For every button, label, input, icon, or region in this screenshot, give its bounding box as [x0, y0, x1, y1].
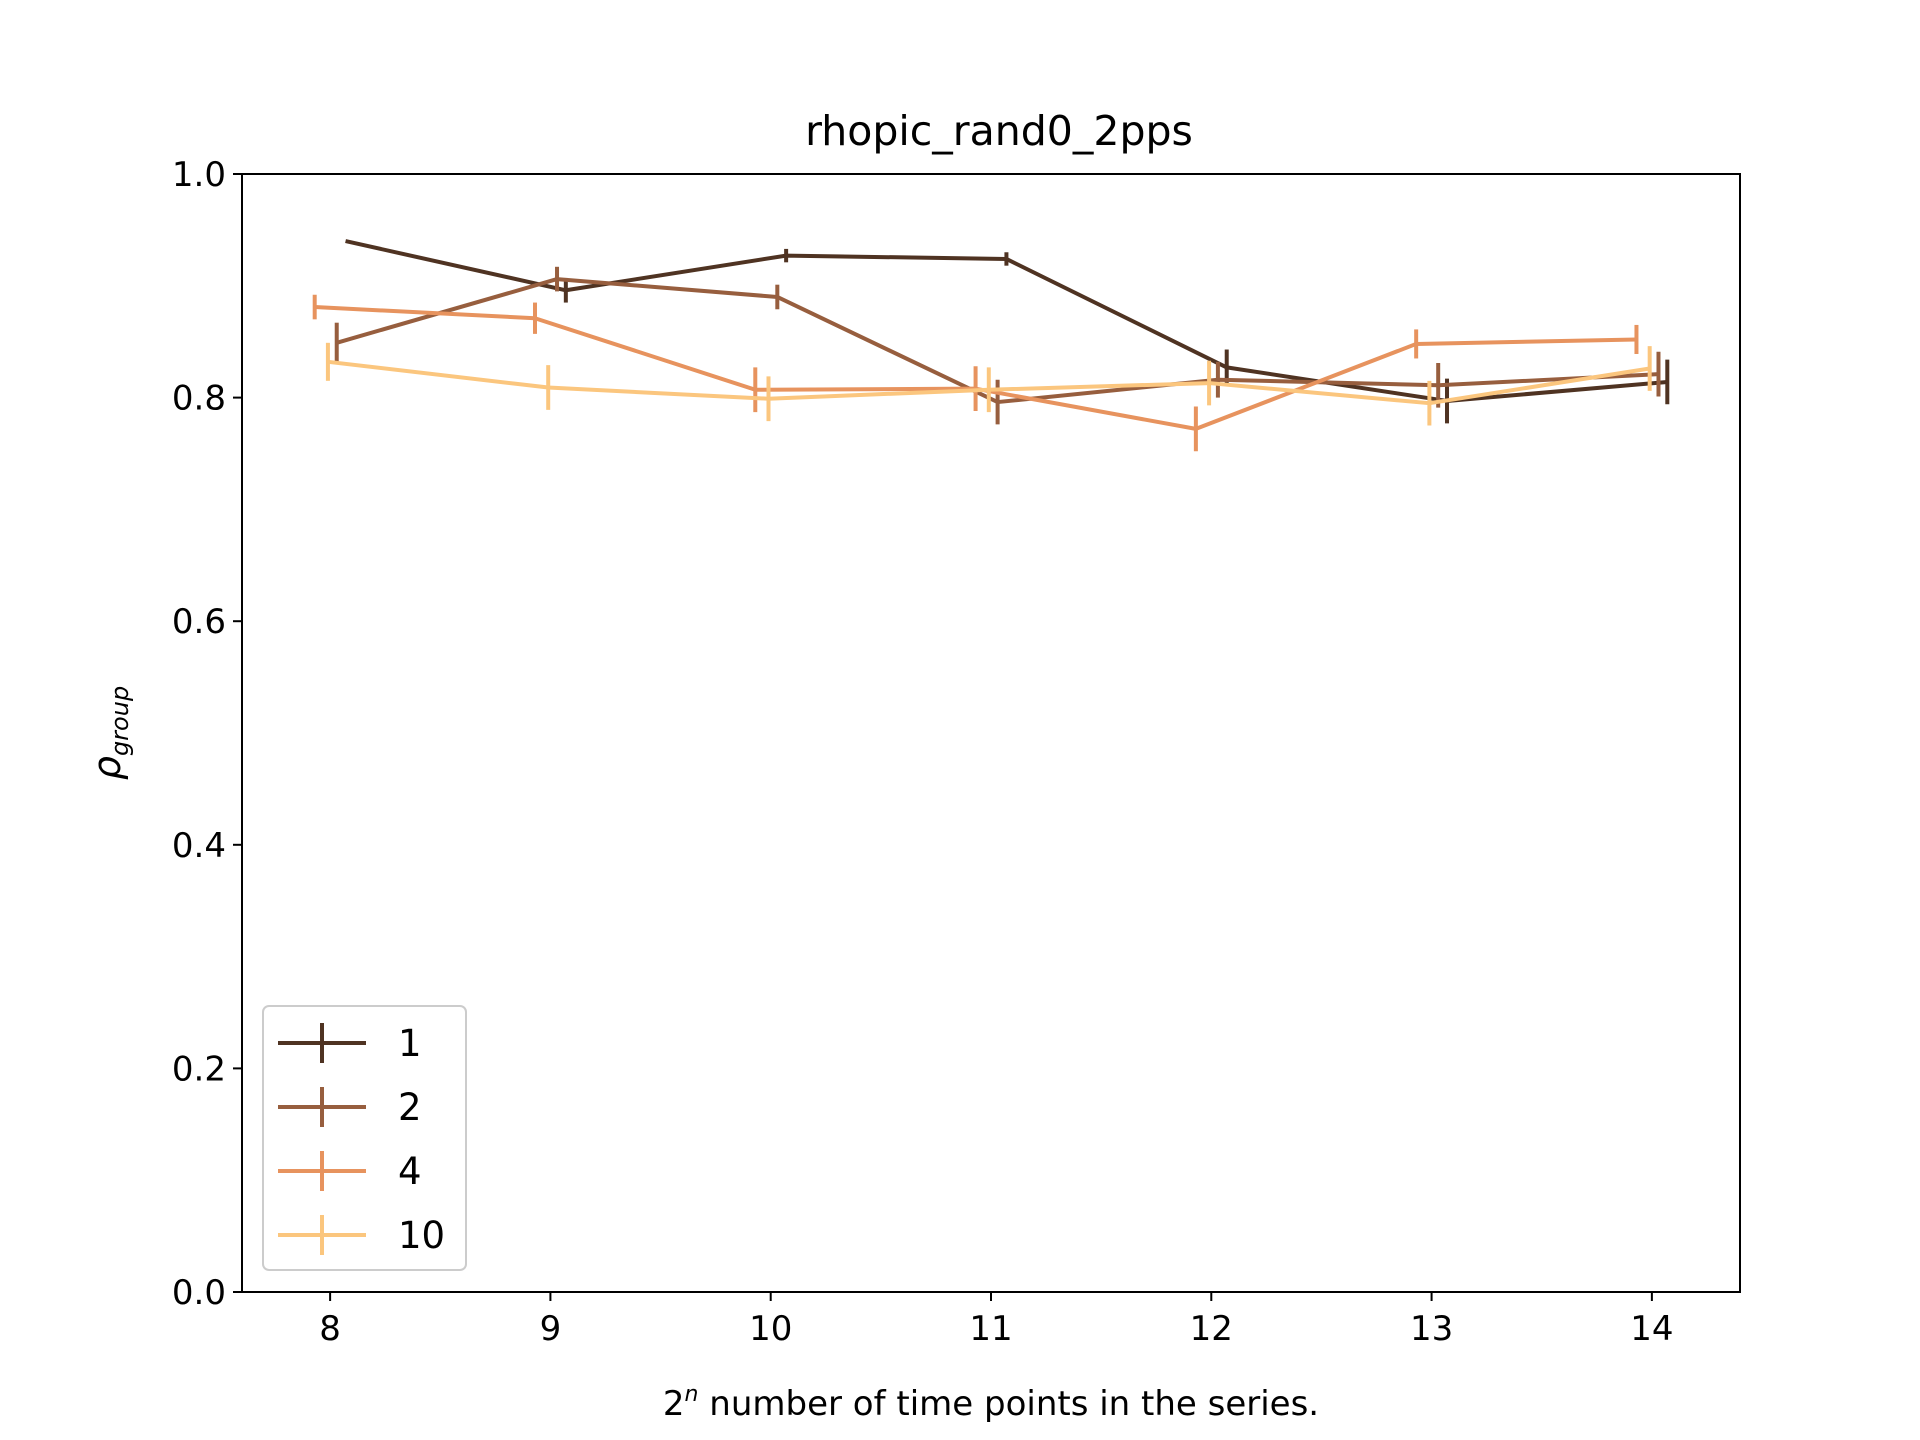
x-tick-label: 9: [540, 1309, 562, 1349]
x-tick-label: 12: [1190, 1309, 1233, 1349]
x-axis-ticks: 8 9 10 11 12 13 14: [319, 1292, 1674, 1349]
x-tick-label: 10: [749, 1309, 792, 1349]
y-tick-label: 0.8: [172, 379, 226, 419]
x-tick-label: 13: [1410, 1309, 1453, 1349]
legend-box: [262, 1005, 467, 1271]
x-axis-label-superscript: n: [685, 1382, 699, 1407]
legend-label: 4: [398, 1150, 422, 1193]
y-tick-label: 0.4: [172, 826, 226, 866]
x-tick-label: 14: [1630, 1309, 1673, 1349]
legend-label: 2: [398, 1086, 422, 1129]
y-axis-label: ρgroup: [85, 686, 134, 780]
legend-entries: 1 2 4 10: [278, 1022, 445, 1257]
plot-frame: [241, 173, 1741, 1293]
y-axis-label-symbol: ρ: [85, 756, 129, 780]
x-tick-label: 8: [319, 1309, 341, 1349]
y-tick-label: 1.0: [172, 155, 226, 195]
y-tick-label: 0.6: [172, 602, 226, 642]
series-layer: [312, 239, 1670, 452]
x-axis-label-base: 2: [663, 1384, 685, 1424]
series-10: [325, 342, 1652, 426]
legend-label: 10: [398, 1214, 445, 1257]
y-tick-label: 0.0: [172, 1273, 226, 1313]
chart-title: rhopic_rand0_2pps: [805, 107, 1193, 155]
legend-entry-1: 1: [278, 1022, 422, 1065]
legend-entry-10: 10: [278, 1214, 445, 1257]
x-axis-label: 2n number of time points in the series.: [663, 1382, 1319, 1424]
legend-label: 1: [398, 1022, 422, 1065]
legend-entry-2: 2: [278, 1086, 422, 1129]
legend: 1 2 4 10: [262, 1005, 467, 1271]
legend-entry-4: 4: [278, 1150, 422, 1193]
y-axis-label-subscript: group: [106, 686, 134, 756]
x-axis-label-rest: number of time points in the series.: [698, 1384, 1319, 1424]
x-tick-label: 11: [969, 1309, 1012, 1349]
y-tick-label: 0.2: [172, 1049, 226, 1089]
y-axis-ticks: 0.0 0.2 0.4 0.6 0.8 1.0: [172, 155, 242, 1313]
